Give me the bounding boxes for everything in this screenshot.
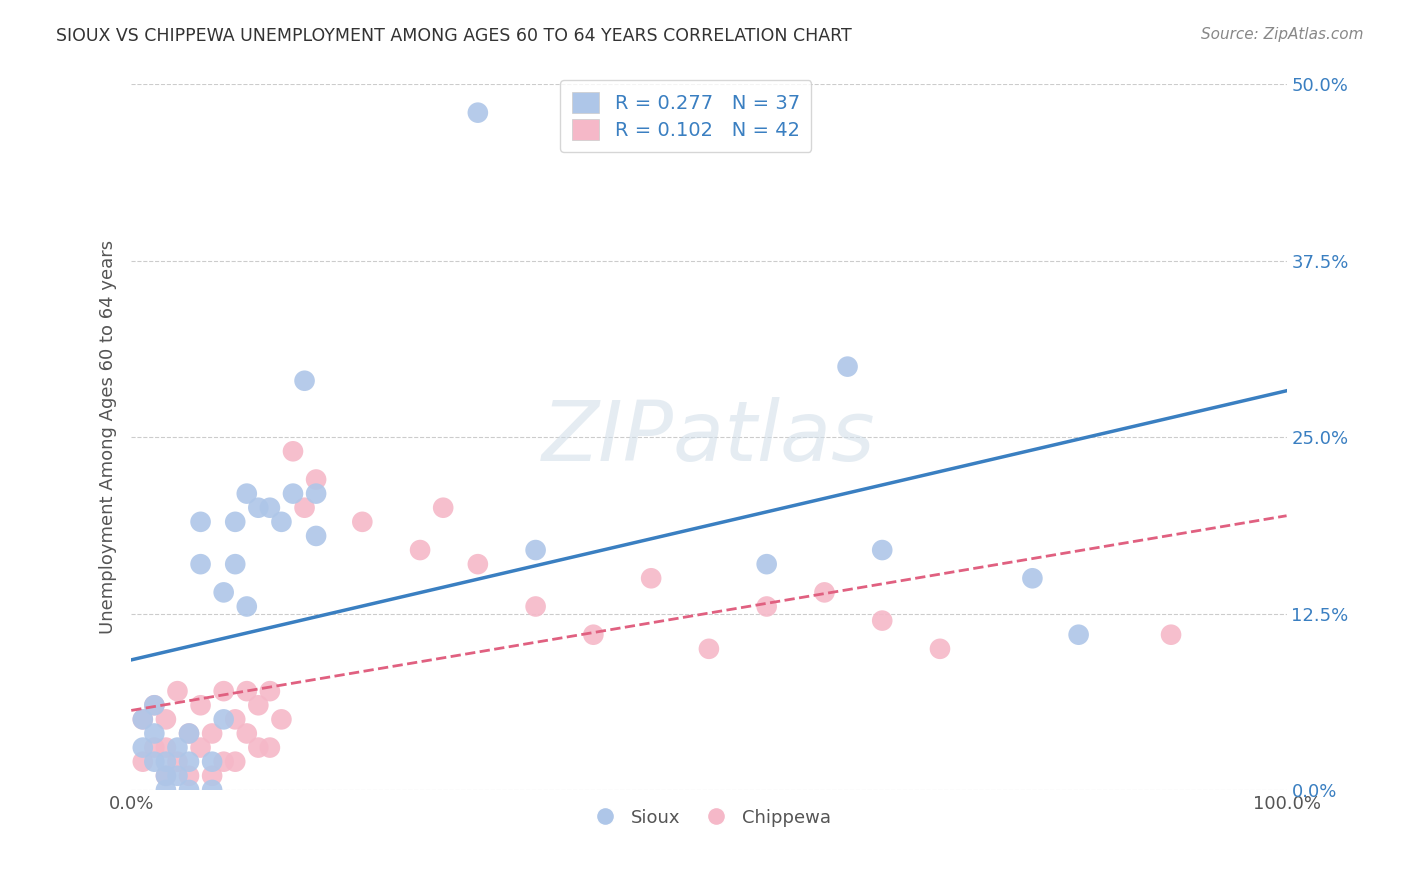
- Point: [247, 500, 270, 515]
- Point: [929, 641, 952, 656]
- Point: [305, 529, 328, 543]
- Point: [755, 599, 778, 614]
- Point: [166, 769, 188, 783]
- Point: [190, 740, 212, 755]
- Point: [247, 740, 270, 755]
- Point: [1160, 628, 1182, 642]
- Legend: Sioux, Chippewa: Sioux, Chippewa: [581, 801, 838, 834]
- Point: [155, 769, 177, 783]
- Point: [212, 712, 235, 726]
- Point: [236, 486, 259, 500]
- Point: [247, 698, 270, 713]
- Point: [432, 500, 454, 515]
- Point: [697, 641, 720, 656]
- Point: [201, 755, 224, 769]
- Point: [177, 755, 200, 769]
- Point: [524, 543, 547, 558]
- Point: [132, 712, 155, 726]
- Point: [224, 515, 246, 529]
- Point: [155, 740, 177, 755]
- Text: Source: ZipAtlas.com: Source: ZipAtlas.com: [1201, 27, 1364, 42]
- Point: [155, 755, 177, 769]
- Point: [270, 712, 292, 726]
- Point: [294, 374, 316, 388]
- Point: [270, 515, 292, 529]
- Point: [640, 571, 662, 585]
- Text: ZIPatlas: ZIPatlas: [543, 397, 876, 478]
- Point: [224, 712, 246, 726]
- Point: [132, 740, 155, 755]
- Point: [166, 740, 188, 755]
- Point: [837, 359, 859, 374]
- Point: [201, 726, 224, 740]
- Point: [870, 543, 893, 558]
- Point: [143, 740, 166, 755]
- Point: [212, 684, 235, 698]
- Point: [143, 726, 166, 740]
- Point: [155, 769, 177, 783]
- Point: [132, 712, 155, 726]
- Point: [201, 769, 224, 783]
- Point: [467, 557, 489, 571]
- Point: [143, 698, 166, 713]
- Point: [409, 543, 432, 558]
- Point: [224, 557, 246, 571]
- Point: [177, 769, 200, 783]
- Point: [352, 515, 374, 529]
- Text: SIOUX VS CHIPPEWA UNEMPLOYMENT AMONG AGES 60 TO 64 YEARS CORRELATION CHART: SIOUX VS CHIPPEWA UNEMPLOYMENT AMONG AGE…: [56, 27, 852, 45]
- Point: [870, 614, 893, 628]
- Point: [236, 684, 259, 698]
- Point: [190, 557, 212, 571]
- Point: [813, 585, 835, 599]
- Point: [1067, 628, 1090, 642]
- Point: [582, 628, 605, 642]
- Point: [166, 755, 188, 769]
- Point: [305, 486, 328, 500]
- Point: [305, 473, 328, 487]
- Point: [1021, 571, 1043, 585]
- Point: [155, 783, 177, 797]
- Point: [201, 783, 224, 797]
- Point: [166, 684, 188, 698]
- Point: [259, 684, 281, 698]
- Point: [155, 712, 177, 726]
- Point: [212, 755, 235, 769]
- Point: [236, 726, 259, 740]
- Y-axis label: Unemployment Among Ages 60 to 64 years: Unemployment Among Ages 60 to 64 years: [100, 240, 117, 634]
- Point: [143, 755, 166, 769]
- Point: [281, 486, 304, 500]
- Point: [177, 783, 200, 797]
- Point: [259, 740, 281, 755]
- Point: [190, 515, 212, 529]
- Point: [177, 726, 200, 740]
- Point: [294, 500, 316, 515]
- Point: [524, 599, 547, 614]
- Point: [259, 500, 281, 515]
- Point: [236, 599, 259, 614]
- Point: [467, 105, 489, 120]
- Point: [224, 755, 246, 769]
- Point: [143, 698, 166, 713]
- Point: [755, 557, 778, 571]
- Point: [212, 585, 235, 599]
- Point: [281, 444, 304, 458]
- Point: [190, 698, 212, 713]
- Point: [177, 726, 200, 740]
- Point: [132, 755, 155, 769]
